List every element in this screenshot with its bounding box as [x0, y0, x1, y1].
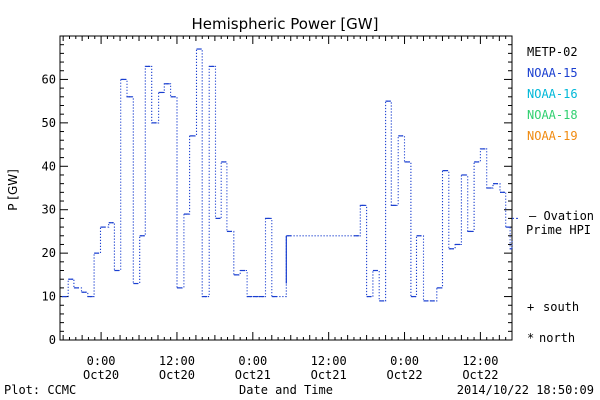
y-tick-label: 0 — [49, 333, 56, 347]
y-tick-label: 60 — [42, 72, 56, 86]
x-tick-time-label: 12:00 — [311, 354, 347, 368]
chart-title: Hemispheric Power [GW] — [192, 15, 379, 33]
y-axis-label: P [GW] — [6, 169, 20, 211]
series-line-noaa-15 — [61, 48, 513, 302]
x-tick-date-label: Oct22 — [462, 368, 498, 382]
footer-timestamp: 2014/10/22 18:50:09 — [457, 383, 594, 397]
y-tick-label: 10 — [42, 290, 56, 304]
legend-entry-noaa-19: NOAA-19 — [527, 129, 578, 143]
y-tick-label: 20 — [42, 246, 56, 260]
x-axis-label: Date and Time — [239, 383, 333, 397]
plot-frame — [59, 35, 513, 341]
x-axis: 0:00Oct2012:00Oct200:00Oct2112:00Oct210:… — [62, 36, 513, 382]
symbol-north-marker: * — [527, 331, 534, 345]
x-tick-date-label: Oct21 — [235, 368, 271, 382]
symbol-north-label: north — [539, 331, 575, 345]
ovation-label: — Ovation Prime HPI — [526, 209, 594, 237]
symbol-south-label: south — [543, 300, 579, 314]
plot-border — [59, 35, 513, 341]
x-tick-time-label: 0:00 — [390, 354, 419, 368]
x-tick-date-label: Oct20 — [159, 368, 195, 382]
x-tick-time-label: 12:00 — [159, 354, 195, 368]
footer-plot-credit: Plot: CCMC — [4, 383, 76, 397]
ovation-label-line1: — Ovation — [529, 209, 594, 223]
x-tick-time-label: 0:00 — [87, 354, 116, 368]
ovation-label-line2: Prime HPI — [526, 223, 591, 237]
legend-entry-noaa-15: NOAA-15 — [527, 66, 578, 80]
x-tick-time-label: 0:00 — [238, 354, 267, 368]
symbol-key: + south * north — [527, 300, 579, 345]
x-tick-date-label: Oct22 — [386, 368, 422, 382]
y-tick-label: 40 — [42, 159, 56, 173]
legend-entry-noaa-18: NOAA-18 — [527, 108, 578, 122]
y-tick-label: 50 — [42, 116, 56, 130]
y-axis: 0 10 20 30 40 50 60 — [42, 35, 512, 347]
legend-entry-metp-02: METP-02 — [527, 45, 578, 59]
legend: METP-02 NOAA-15 NOAA-16 NOAA-18 NOAA-19 — [527, 45, 578, 143]
x-tick-date-label: Oct20 — [83, 368, 119, 382]
legend-entry-noaa-16: NOAA-16 — [527, 87, 578, 101]
symbol-south-marker: + — [527, 300, 534, 314]
x-tick-date-label: Oct21 — [311, 368, 347, 382]
x-tick-time-label: 12:00 — [462, 354, 498, 368]
y-tick-label: 30 — [42, 203, 56, 217]
series-layer — [61, 48, 520, 302]
